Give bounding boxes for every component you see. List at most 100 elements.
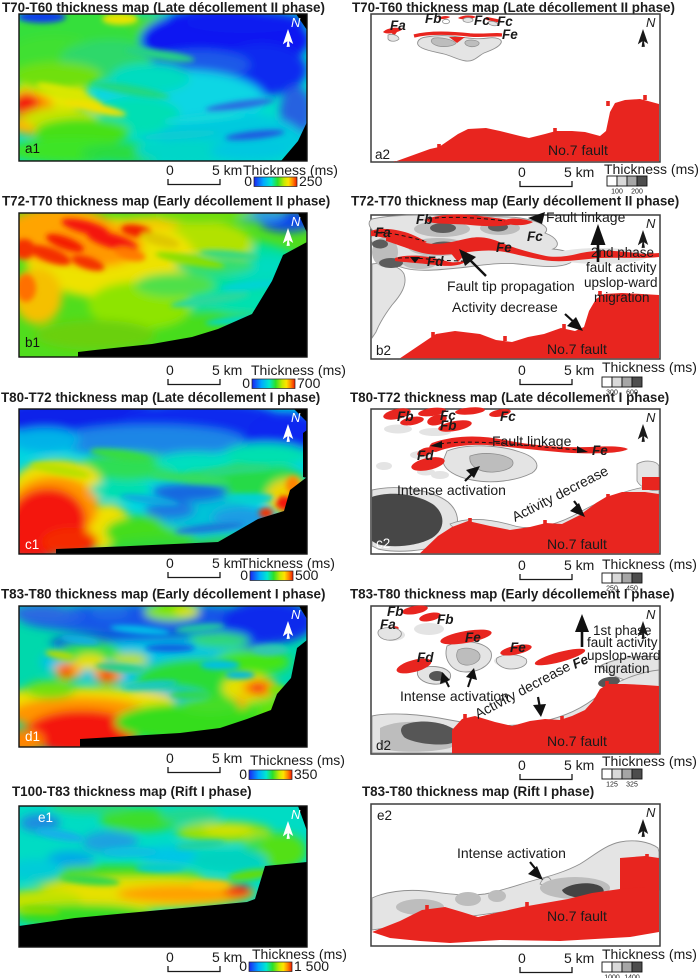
svg-text:N: N (291, 807, 301, 822)
svg-text:Intense activation: Intense activation (400, 688, 509, 704)
svg-text:Thickness (ms): Thickness (ms) (250, 752, 345, 768)
svg-text:Fe: Fe (592, 443, 608, 458)
svg-text:migration: migration (594, 290, 650, 305)
svg-text:N: N (646, 15, 656, 30)
svg-text:Thickness (ms): Thickness (ms) (243, 162, 338, 178)
svg-text:No.7 fault: No.7 fault (548, 142, 608, 158)
svg-text:fault activity: fault activity (586, 260, 657, 275)
svg-text:0: 0 (166, 949, 174, 965)
svg-text:Fe: Fe (465, 630, 481, 645)
svg-text:a1: a1 (25, 141, 40, 156)
svg-text:1000: 1000 (604, 975, 620, 978)
svg-text:T72-T70 thickness map (Early d: T72-T70 thickness map (Early décollement… (351, 194, 679, 209)
svg-text:Fb: Fb (416, 212, 433, 227)
svg-text:N: N (646, 216, 656, 231)
svg-text:5 km: 5 km (212, 162, 242, 178)
svg-text:Fault linkage: Fault linkage (546, 209, 626, 225)
svg-text:5 km: 5 km (564, 757, 594, 773)
svg-text:No.7 fault: No.7 fault (547, 908, 607, 924)
svg-text:T70-T60 thickness map (Late dé: T70-T60 thickness map (Late décollement … (352, 0, 675, 15)
svg-text:450: 450 (626, 586, 638, 593)
svg-text:Fd: Fd (417, 448, 434, 463)
svg-text:0: 0 (239, 958, 247, 974)
svg-text:T83-T80 thickness map (Early d: T83-T80 thickness map (Early décollement… (1, 587, 325, 602)
svg-text:Thickness (ms): Thickness (ms) (604, 161, 699, 177)
svg-text:T70-T60 thickness map (Late dé: T70-T60 thickness map (Late décollement … (2, 0, 325, 15)
svg-text:Thickness (ms): Thickness (ms) (240, 555, 335, 571)
svg-text:5 km: 5 km (212, 362, 242, 378)
svg-text:0: 0 (166, 750, 174, 766)
svg-text:e1: e1 (38, 810, 53, 825)
svg-text:c2: c2 (376, 536, 390, 551)
svg-text:N: N (291, 214, 301, 229)
svg-text:N: N (291, 607, 301, 622)
svg-text:Fc: Fc (500, 409, 516, 424)
svg-text:Activity decrease: Activity decrease (452, 299, 558, 315)
svg-text:Fc: Fc (527, 229, 543, 244)
svg-text:Fc: Fc (497, 14, 513, 29)
svg-text:e2: e2 (377, 808, 392, 823)
svg-text:Fb: Fb (437, 612, 454, 627)
svg-text:5 km: 5 km (212, 750, 242, 766)
svg-text:Fd: Fd (427, 254, 444, 269)
svg-text:350: 350 (294, 766, 318, 782)
svg-text:N: N (646, 805, 656, 820)
svg-text:Fe: Fe (502, 27, 518, 42)
svg-text:Fc: Fc (474, 13, 490, 28)
svg-text:5 km: 5 km (212, 555, 242, 571)
svg-text:Fb: Fb (425, 11, 442, 26)
svg-text:0: 0 (239, 766, 247, 782)
svg-text:upslop-ward: upslop-ward (584, 275, 658, 290)
svg-text:125: 125 (606, 782, 618, 789)
svg-text:N: N (646, 410, 656, 425)
svg-text:b1: b1 (25, 335, 40, 350)
svg-text:0: 0 (244, 173, 252, 189)
svg-text:Fault tip propagation: Fault tip propagation (447, 278, 575, 294)
svg-text:250: 250 (299, 173, 323, 189)
svg-text:Fd: Fd (417, 650, 434, 665)
svg-text:5 km: 5 km (564, 362, 594, 378)
svg-text:600: 600 (626, 390, 638, 397)
svg-text:T80-T72 thickness map (Late dé: T80-T72 thickness map (Late décollement … (1, 390, 320, 405)
svg-text:0: 0 (518, 362, 526, 378)
svg-text:Fb: Fb (387, 604, 404, 619)
svg-text:Thickness (ms): Thickness (ms) (602, 359, 697, 375)
svg-text:2nd phase: 2nd phase (591, 245, 654, 260)
svg-text:Thickness (ms): Thickness (ms) (602, 946, 697, 962)
svg-text:c1: c1 (25, 537, 39, 552)
svg-text:T83-T80 thickness map (Rift I: T83-T80 thickness map (Rift I phase) (362, 784, 594, 799)
svg-text:0: 0 (166, 162, 174, 178)
svg-text:1400: 1400 (624, 975, 640, 978)
svg-text:Thickness (ms): Thickness (ms) (602, 556, 697, 572)
svg-text:500: 500 (295, 567, 319, 583)
svg-text:T80-T72 thickness map (Late dé: T80-T72 thickness map (Late décollement … (350, 390, 669, 405)
svg-text:5 km: 5 km (564, 164, 594, 180)
svg-text:0: 0 (518, 557, 526, 573)
svg-text:5 km: 5 km (564, 950, 594, 966)
svg-text:Thickness (ms): Thickness (ms) (602, 753, 697, 769)
svg-text:T83-T80 thickness map (Early d: T83-T80 thickness map (Early décollement… (350, 587, 674, 602)
svg-text:No.7 fault: No.7 fault (547, 341, 607, 357)
svg-text:325: 325 (626, 782, 638, 789)
svg-text:Thickness (ms): Thickness (ms) (252, 946, 347, 962)
svg-text:Intense activation: Intense activation (457, 845, 566, 861)
svg-text:T100-T83 thickness map (Rift I: T100-T83 thickness map (Rift I phase) (12, 784, 252, 799)
svg-text:0: 0 (242, 375, 250, 391)
svg-text:1st phase: 1st phase (593, 623, 652, 638)
svg-text:Fe: Fe (510, 640, 526, 655)
svg-text:700: 700 (297, 375, 321, 391)
svg-text:100: 100 (611, 189, 623, 196)
svg-text:300: 300 (606, 390, 618, 397)
svg-text:d2: d2 (376, 738, 391, 753)
svg-text:Fa: Fa (375, 225, 391, 240)
svg-text:5 km: 5 km (564, 557, 594, 573)
svg-text:0: 0 (518, 950, 526, 966)
svg-text:Intense activation: Intense activation (397, 482, 506, 498)
svg-text:No.7 fault: No.7 fault (547, 536, 607, 552)
svg-text:Fault linkage: Fault linkage (492, 433, 572, 449)
svg-text:Thickness (ms): Thickness (ms) (251, 362, 346, 378)
svg-text:Fe: Fe (496, 240, 512, 255)
svg-text:No.7 fault: No.7 fault (547, 733, 607, 749)
svg-text:Fb: Fb (440, 418, 457, 433)
svg-text:200: 200 (631, 189, 643, 196)
